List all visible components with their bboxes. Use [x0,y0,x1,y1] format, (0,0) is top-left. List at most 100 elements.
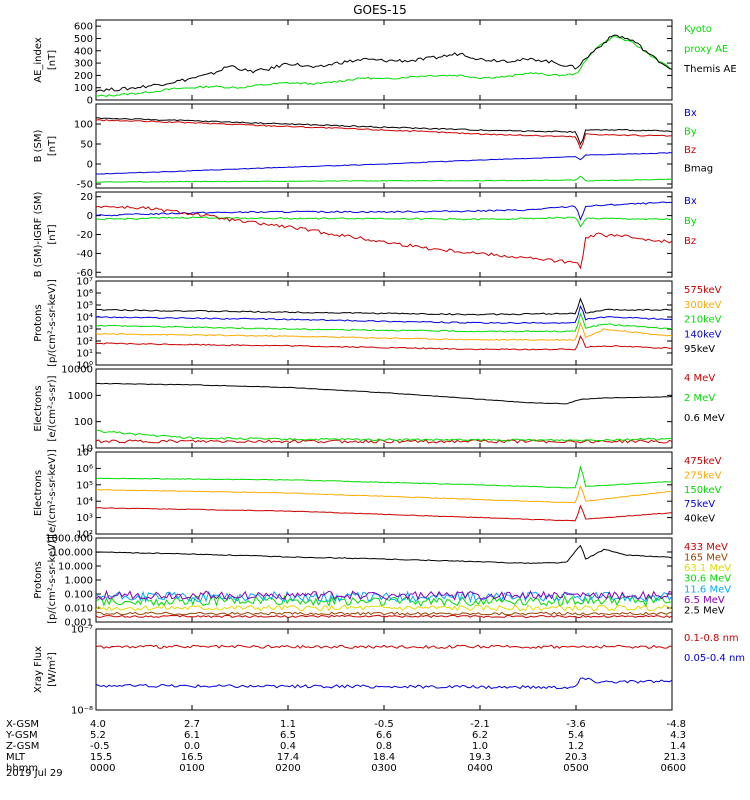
series-line-2-mev [96,429,672,442]
series-line-140kev [96,304,672,325]
panel-frame [95,191,673,278]
x-row-value: 0600 [661,763,686,774]
y-tick-label: 10⁻⁸ [71,706,93,717]
x-row-value: 1.0 [472,741,488,752]
x-row-value: 0.0 [184,741,200,752]
y-axis-label: Electrons [33,470,44,516]
panel-frame [95,537,673,623]
legend-40kev: 40keV [684,514,715,525]
legend-140kev: 140keV [684,329,722,340]
series-line-300kev [96,321,672,341]
y-tick-label: 10 [80,444,93,455]
x-row-label-y-gsm: Y-GSM [5,730,38,741]
legend-bz: Bz [684,236,696,247]
x-row-value: 20.3 [565,752,587,763]
legend-6-5-mev: 6.5 MeV [684,595,725,606]
legend-bx: Bx [684,108,697,119]
y-tick-label: 100 [74,120,93,131]
y-tick-label: 400 [74,46,93,57]
x-row-value: 19.3 [469,752,491,763]
legend-433-mev: 433 MeV [684,542,728,553]
y-tick-label: 0.100 [64,590,93,601]
legend-11-6-mev: 11.6 MeV [684,584,731,595]
y-tick-label: 200 [74,71,93,82]
y-axis-label: [nT] [47,136,58,156]
series-line-bz [96,205,672,270]
panel-frame [95,280,673,366]
y-tick-label: 300 [74,59,93,70]
x-row-value: 6.1 [184,730,200,741]
x-row-value: 6.2 [472,730,488,741]
y-tick-label: 10⁶ [76,464,93,475]
y-tick-label: 10³ [76,325,93,336]
x-row-label-z-gsm: Z-GSM [6,741,39,752]
panel-bsm: -50 0 50 100 B (SM) [nT] Bx By Bz Bmag [33,103,713,191]
series-line-0-6-mev [96,382,672,405]
x-row-value: 18.4 [373,752,395,763]
series-line-by [96,216,672,228]
legend-by: By [684,216,697,227]
y-tick-label: 0 [87,211,93,222]
series-line-4-mev [96,439,672,444]
x-row-label-x-gsm: X-GSM [6,719,39,730]
y-tick-label: 1000 [68,391,93,402]
legend-kyoto-proxy-ae: Kyoto [684,24,712,35]
series-line-63-1-mev [96,604,672,612]
panel-frame [95,628,673,711]
legend-210kev: 210keV [684,315,722,326]
y-tick-label: 10⁷ [76,448,93,459]
y-tick-label: 0.001 [64,618,93,629]
series-line-bz [96,119,672,150]
series-lines [96,297,672,351]
y-tick-label: 10⁵ [76,480,93,491]
x-row-value: 0200 [275,763,300,774]
series-line-475kev [96,504,672,522]
x-row-value: 0100 [179,763,204,774]
legend-themis-ae: Themis AE [683,64,737,75]
legend-150kev: 150keV [684,485,722,496]
y-tick-label: 10² [76,337,93,348]
legend-275kev: 275keV [684,470,722,481]
series-lines [96,201,672,270]
legend-475kev: 475keV [684,456,722,467]
legend-63-1-mev: 63.1 MeV [684,563,731,574]
legend-30-6-mev: 30.6 MeV [684,574,731,585]
legend-575kev: 575keV [684,285,722,296]
y-axis-label: [nT] [47,50,58,70]
legend-0-6-mev: 0.6 MeV [684,413,725,424]
y-axis-label: [p/(cm²-s-sr-keV)] [47,536,58,624]
x-row-value: 0.8 [376,741,392,752]
x-row-value: 4.3 [670,730,686,741]
y-tick-label: 10⁷ [76,277,93,288]
x-row-value: 0.4 [280,741,296,752]
x-axis-table: X-GSM 4.0 2.7 1.1 -0.5 -2.1 -3.6 -4.8 Y-GSM 5.2 6.… [5,719,686,774]
x-row-value: -0.5 [90,741,110,752]
legend-165-mev: 165 MeV [684,553,728,564]
panel-electrons_kev: 10² 10³ 10⁴ 10⁵ 10⁶ 10⁷ Electrons [e/(cm²-s-sr-… [33,448,722,541]
series-lines [96,544,672,619]
legend-0-05-0-4-nm: 0.05-0.4 nm [684,653,745,664]
x-row-value: 5.2 [90,730,106,741]
series-line-bmag [96,117,672,146]
panel-bigrf: -60 -40 -20 0 20 B (SM)-IGRF (SM) [nT] Bx By Bz [33,191,697,279]
y-axis-label: B (SM) [33,129,44,162]
panel-xray: 10⁻⁸ 10⁻⁷ Xray Flux [W/m²] 0.1-0.8 nm 0.05-0.… [33,625,745,717]
x-row-value: 1.2 [568,741,584,752]
legend-2-5-mev: 2.5 MeV [684,605,725,616]
y-tick-label: 1.000 [64,576,93,587]
series-line-kyoto-proxy-ae [96,34,672,97]
legend-bx: Bx [684,196,697,207]
y-tick-label: 50 [80,140,93,151]
x-row-value: 0000 [90,763,115,774]
x-row-value: 17.4 [277,752,299,763]
series-line-0-05-0-4-nm [96,677,672,690]
x-row-value: 6.6 [376,730,392,741]
y-tick-label: 600 [74,22,93,33]
y-axis-label: Xray Flux [33,646,44,693]
x-row-value: -0.5 [374,719,394,730]
y-tick-label: 10⁵ [76,301,93,312]
series-line-2-5-mev [96,544,672,565]
series-lines [96,34,672,97]
panel-electrons_mev: 10 100 1000 10000 Electrons [e/(cm²-s-sr)] 4 M… [33,365,725,455]
panel-protons_mev: 0.001 0.010 0.100 1.000 10.000 100.000 1000.00… [33,534,731,629]
